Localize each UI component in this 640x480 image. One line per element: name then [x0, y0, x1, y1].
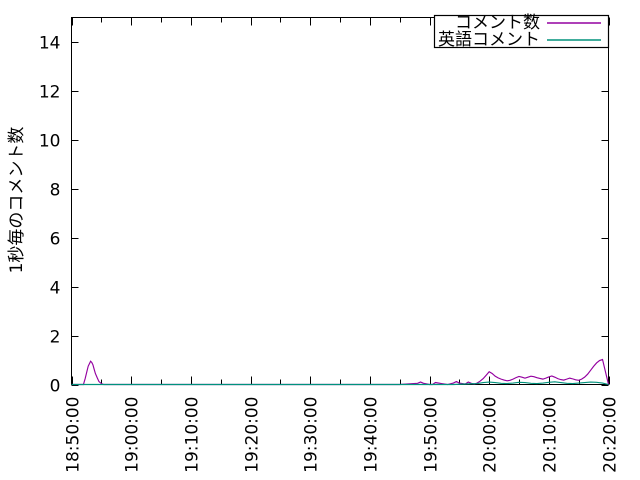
y-tick-label: 4: [50, 279, 61, 299]
legend-label-comment-count: コメント数: [455, 13, 540, 33]
x-tick-label: 18:50:00: [64, 397, 84, 473]
legend: コメント数 英語コメント: [433, 13, 610, 50]
y-tick-label: 10: [39, 132, 61, 152]
x-tick-label: 20:20:00: [601, 397, 621, 473]
data-series-group: [71, 358, 610, 386]
y-tick-label: 8: [50, 181, 61, 201]
plot-frame: [70, 16, 610, 386]
y-tick-label: 12: [39, 83, 61, 103]
y-axis-title-text: 1秒毎のコメント数: [7, 127, 27, 274]
legend-box: [433, 14, 610, 49]
series-line-english-comment: [71, 381, 609, 386]
y-tick-label: 0: [50, 377, 61, 397]
y-axis-tick-labels: 0 2 4 6 8 10 12 14: [39, 34, 61, 397]
x-tick-label: 20:00:00: [481, 397, 501, 473]
y-tick-label: 14: [39, 34, 61, 54]
x-tick-label: 19:50:00: [422, 397, 442, 473]
x-tick-label: 20:10:00: [541, 397, 561, 473]
y-axis-ticks: [71, 41, 609, 387]
x-axis-ticks: [71, 17, 611, 385]
x-tick-label: 19:40:00: [362, 397, 382, 473]
x-axis-tick-labels: 18:50:00 19:00:00 19:10:00 19:20:00 19:30:00…: [64, 397, 621, 473]
x-tick-label: 19:20:00: [243, 397, 263, 473]
y-tick-label: 6: [50, 230, 61, 250]
y-tick-label: 2: [50, 328, 61, 348]
y-axis-title: 1秒毎のコメント数: [7, 127, 27, 274]
x-tick-label: 19:00:00: [123, 397, 143, 473]
x-tick-label: 19:10:00: [183, 397, 203, 473]
x-tick-label: 19:30:00: [302, 397, 322, 473]
legend-label-english-comment: 英語コメント: [438, 30, 540, 50]
